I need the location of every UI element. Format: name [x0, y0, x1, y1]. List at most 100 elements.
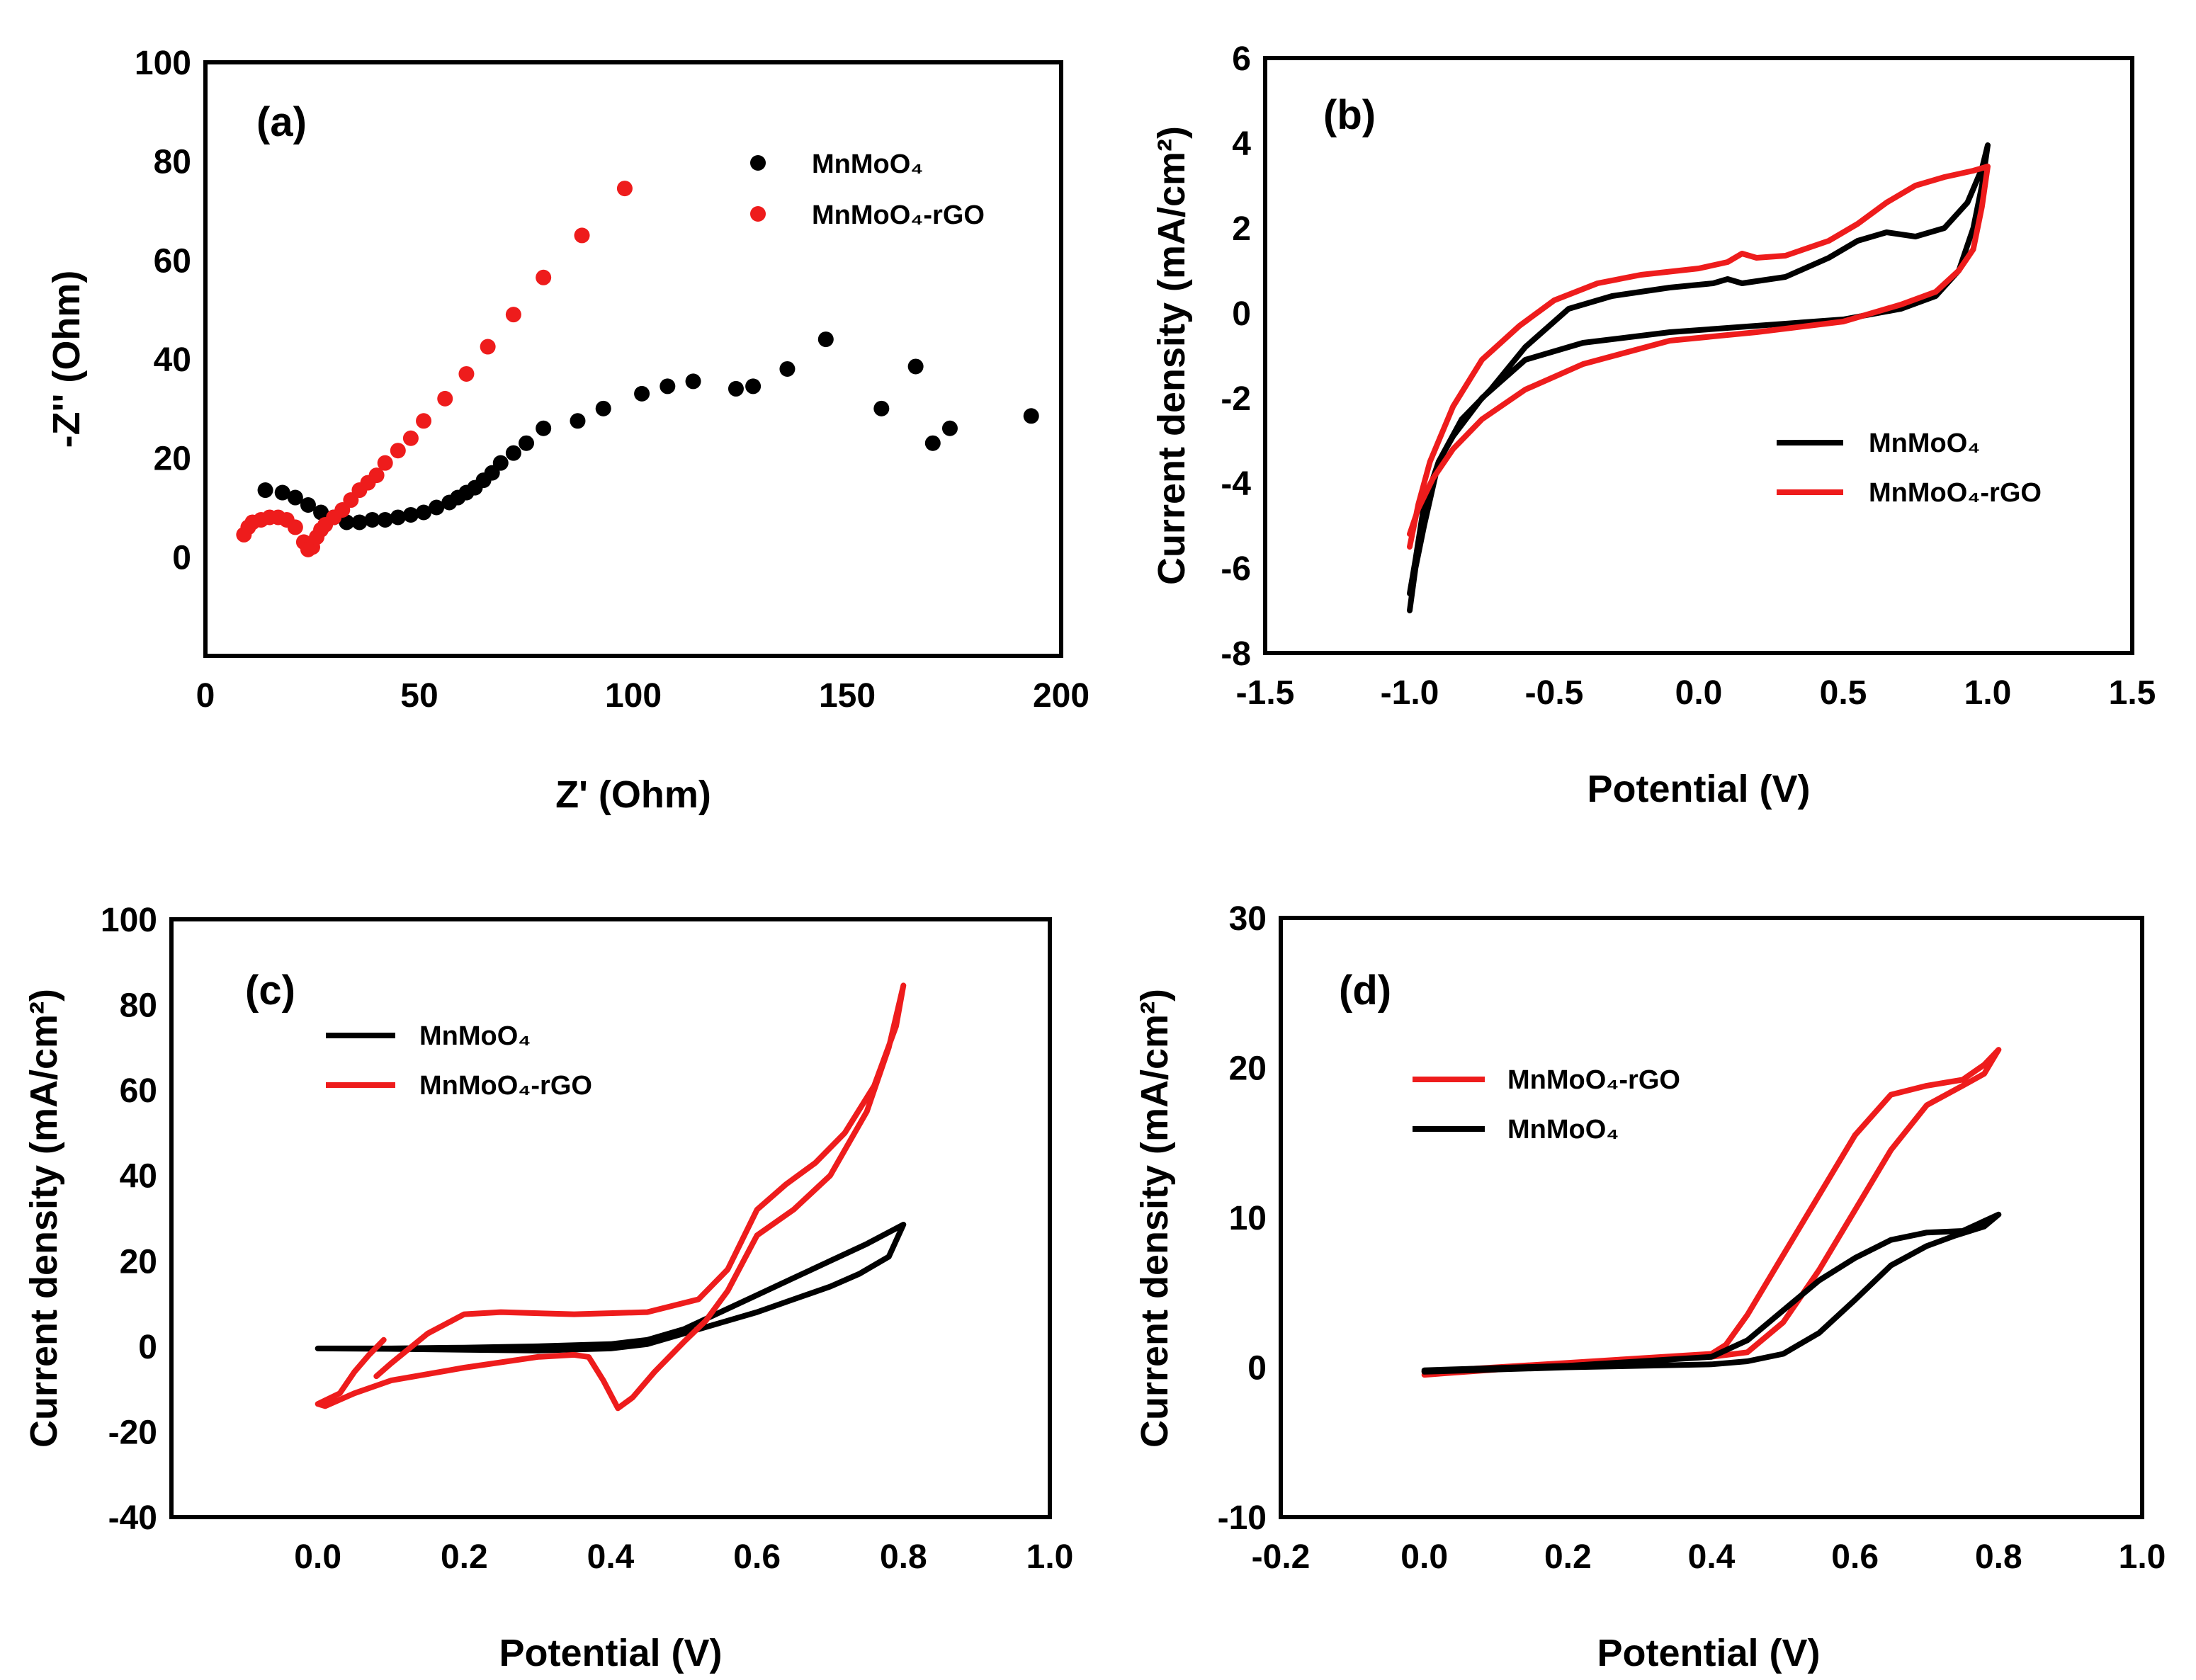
panel-d-xtick-label: 1.0 [2119, 1538, 2166, 1576]
panel-a-xtick-label: 0 [196, 677, 215, 715]
panel-c-legend-label-2: MnMoO₄-rGO [419, 1071, 592, 1101]
panel-b-ticks: -1.5 -1.0 -0.5 0.0 0.5 1.0 1.5 6 4 2 0 -2 -4 -6 -8 [1221, 40, 2156, 712]
panel-c-series-line-1 [315, 1222, 907, 1353]
panel-b-ytick-label: 0 [1232, 295, 1251, 333]
panel-c-xtick-label: 0.4 [587, 1538, 635, 1576]
panel-a-point-series-1 [377, 511, 393, 528]
panel-a-point-series-2 [368, 467, 385, 484]
panel-d-xtick-label: -0.2 [1252, 1538, 1311, 1576]
panel-d-label: (d) [1339, 967, 1391, 1014]
panel-d-xtick-label: 0.0 [1400, 1538, 1448, 1576]
panel-d-frame [1279, 916, 2144, 1519]
panel-a-point-series-1 [492, 455, 509, 471]
panel-a-point-series-1 [634, 385, 650, 402]
panel-d-ytick-label: -10 [1218, 1499, 1267, 1537]
panel-a-legend-label-2: MnMoO₄-rGO [812, 200, 985, 230]
panel-a-point-series-1 [429, 499, 445, 516]
panel-a-point-series-1 [941, 420, 958, 436]
panel-b-xtick-label: -1.0 [1381, 674, 1439, 712]
panel-a-label: (a) [256, 99, 307, 145]
panel-d-ticks: -0.2 0.0 0.2 0.4 0.6 0.8 1.0 30 20 10 0 -10 [1218, 900, 2166, 1576]
panel-a-point-series-1 [519, 435, 534, 451]
panel-a-point-series-1 [779, 361, 796, 377]
panel-d: -0.2 0.0 0.2 0.4 0.6 0.8 1.0 30 20 10 0 -10 (d) Pot… [1133, 900, 2166, 1674]
panel-a-point-series-2 [390, 443, 406, 459]
panel-a-point-series-1 [907, 358, 924, 375]
panel-a-point-series-1 [364, 511, 380, 528]
panel-d-series-line-2 [1421, 1211, 2002, 1375]
panel-b-ytick-label: -6 [1221, 550, 1251, 588]
panel-c-xtick-label: 1.0 [1026, 1538, 1074, 1576]
panel-a-point-series-1 [257, 482, 273, 499]
panel-a-ytick-label: 20 [154, 441, 191, 478]
panel-a-point-series-1 [1023, 408, 1039, 424]
panel-c-xtick-label: 0.0 [294, 1538, 341, 1576]
panel-a-point-series-2 [377, 455, 393, 471]
panel-a-ylabel: -Z'' (Ohm) [45, 271, 88, 448]
panel-b-plot-area [1407, 142, 1991, 613]
panel-a-point-series-2 [505, 307, 521, 323]
panel-c-xtick-label: 0.8 [880, 1538, 927, 1576]
panel-a-point-series-1 [313, 504, 329, 521]
panel-a-xtick-label: 50 [400, 677, 438, 715]
panel-c-label: (c) [245, 967, 295, 1014]
panel-b-ytick-label: 2 [1232, 210, 1251, 248]
panel-a-point-series-2 [574, 227, 590, 244]
panel-c-xtick-label: 0.6 [733, 1538, 781, 1576]
panel-c-ytick-label: 100 [101, 902, 157, 939]
panel-b-xlabel: Potential (V) [1587, 768, 1810, 810]
panel-a-point-series-1 [873, 400, 890, 416]
panel-d-xtick-label: 0.2 [1544, 1538, 1592, 1576]
panel-d-ytick-label: 0 [1247, 1350, 1267, 1387]
panel-b-xtick-label: 0.0 [1675, 674, 1723, 712]
panel-c-series-line-2 [315, 982, 907, 1412]
panel-a-point-series-2 [458, 365, 475, 382]
panel-d-xtick-label: 0.8 [1975, 1538, 2022, 1576]
panel-a-legend-marker-2 [750, 206, 766, 222]
panel-d-ylabel: Current density (mA/cm²) [1133, 989, 1176, 1448]
panel-b-series-line-1 [1407, 142, 1991, 613]
panel-b-legend-label-2: MnMoO₄-rGO [1869, 478, 2042, 508]
panel-d-series-line-1 [1421, 1047, 2002, 1378]
panel-a-point-series-1 [390, 509, 406, 526]
panel-b-ytick-label: -4 [1221, 465, 1251, 503]
panel-b-ytick-label: 6 [1232, 40, 1251, 78]
panel-c-xtick-label: 0.2 [441, 1538, 488, 1576]
panel-d-legend-label-1: MnMoO₄-rGO [1507, 1065, 1680, 1095]
panel-b-xtick-label: -0.5 [1525, 674, 1584, 712]
panel-a-point-series-2 [480, 339, 496, 355]
panel-a-point-series-2 [402, 430, 419, 446]
panel-a-point-series-1 [402, 506, 419, 523]
panel-d-ytick-label: 30 [1229, 900, 1267, 938]
panel-a-point-series-1 [817, 331, 834, 348]
panel-a-point-series-2 [416, 413, 432, 429]
panel-a-point-series-1 [339, 514, 355, 530]
panel-a-plot-area [236, 181, 1039, 557]
panel-d-legend-label-2: MnMoO₄ [1507, 1115, 1619, 1145]
panel-b-ytick-label: 4 [1232, 125, 1251, 163]
panel-a-point-series-2 [536, 269, 552, 285]
panel-a-xlabel: Z' (Ohm) [555, 773, 711, 816]
panel-a-legend-label-1: MnMoO₄ [812, 149, 923, 179]
panel-a-point-series-2 [616, 181, 633, 197]
panel-a-point-series-1 [685, 373, 701, 390]
panel-c-ytick-label: -40 [108, 1499, 157, 1537]
panel-a-point-series-1 [745, 378, 762, 395]
panel-b-ylabel: Current density (mA/cm²) [1150, 126, 1193, 585]
panel-d-xtick-label: 0.4 [1688, 1538, 1736, 1576]
panel-b-ytick-label: -8 [1221, 635, 1251, 673]
panel-d-xlabel: Potential (V) [1597, 1632, 1820, 1674]
panel-c: 0.0 0.2 0.4 0.6 0.8 1.0 100 80 60 40 20 0 -20 -40 (c)… [23, 902, 1073, 1674]
panel-a-ytick-label: 40 [154, 341, 191, 379]
panel-a-point-series-1 [416, 504, 432, 521]
panel-c-ticks: 0.0 0.2 0.4 0.6 0.8 1.0 100 80 60 40 20 0 -20 -40 [101, 902, 1073, 1576]
panel-a-frame [203, 60, 1063, 658]
panel-c-xlabel: Potential (V) [499, 1632, 722, 1674]
panel-c-plot-area [315, 982, 907, 1412]
panel-b-legend-label-1: MnMoO₄ [1869, 428, 1980, 458]
panel-a-legend-marker-1 [750, 155, 766, 171]
panel-d-plot-area [1421, 1047, 2002, 1378]
